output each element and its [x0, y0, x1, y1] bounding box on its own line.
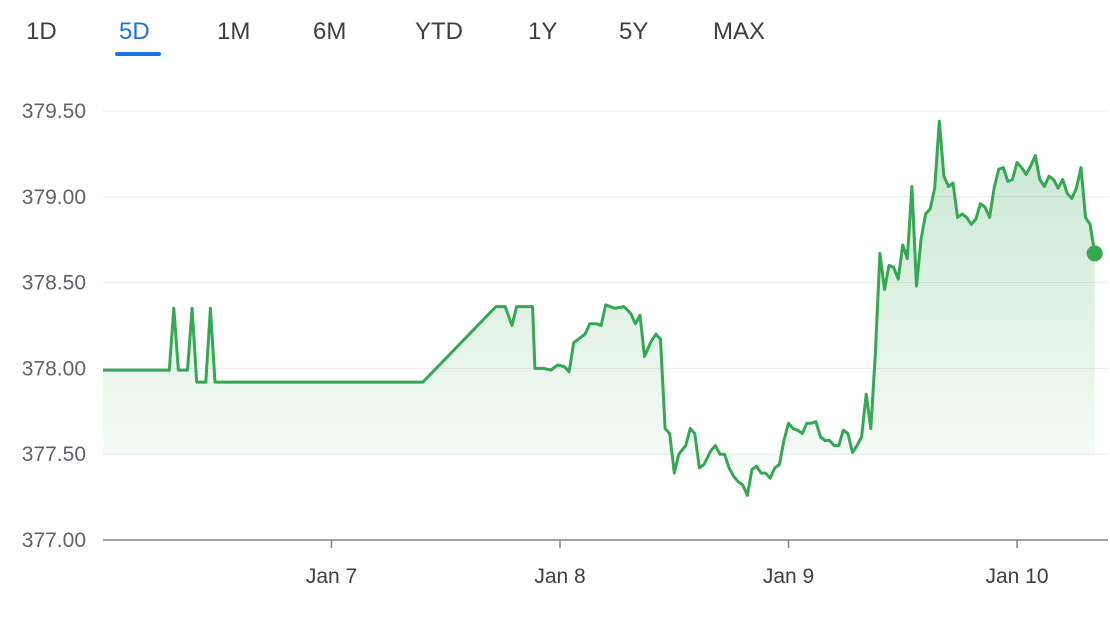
tab-5y[interactable]: 5Y	[619, 18, 649, 45]
tab-1y[interactable]: 1Y	[528, 18, 558, 45]
x-tick-label: Jan 9	[763, 565, 814, 588]
tab-1m[interactable]: 1M	[217, 18, 251, 45]
x-tick-label: Jan 10	[985, 565, 1048, 588]
y-tick-label: 378.50	[22, 272, 86, 295]
y-tick-label: 377.50	[22, 443, 86, 466]
range-tabs: 1D 5D 1M 6M YTD 1Y 5Y MAX	[0, 0, 1110, 64]
y-tick-label: 379.00	[22, 186, 86, 209]
tab-max[interactable]: MAX	[713, 18, 766, 45]
tab-6m[interactable]: 6M	[313, 18, 347, 45]
price-line	[103, 119, 1097, 497]
x-tick-label: Jan 7	[306, 565, 357, 588]
tab-ytd[interactable]: YTD	[415, 18, 463, 45]
price-area-fill	[103, 121, 1095, 496]
y-axis-ticks: 379.50 379.00 378.50 378.00 377.50 377.00	[22, 100, 86, 552]
y-tick-label: 377.00	[22, 529, 86, 552]
x-tick-label: Jan 8	[534, 565, 585, 588]
y-tick-label: 378.00	[22, 357, 86, 380]
active-tab-underline	[115, 52, 161, 56]
y-tick-label: 379.50	[22, 100, 86, 123]
tab-1d[interactable]: 1D	[26, 18, 57, 45]
last-price-marker[interactable]	[1086, 245, 1103, 262]
tab-5d[interactable]: 5D	[119, 18, 150, 45]
x-axis-ticks: Jan 7 Jan 8 Jan 9 Jan 10	[306, 540, 1049, 588]
